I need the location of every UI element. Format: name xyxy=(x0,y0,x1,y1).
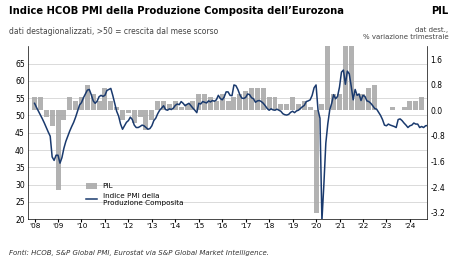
Bar xyxy=(360,94,364,110)
Text: dati destagionalizzati, >50 = crescita dal mese scorso: dati destagionalizzati, >50 = crescita d… xyxy=(9,27,218,36)
Bar xyxy=(143,110,148,129)
Bar xyxy=(219,94,224,110)
Bar xyxy=(161,101,166,110)
Bar xyxy=(354,94,359,110)
Bar xyxy=(73,101,78,110)
Bar xyxy=(319,104,324,110)
Bar xyxy=(418,98,423,110)
Bar xyxy=(278,104,283,110)
Bar xyxy=(325,0,330,110)
Bar xyxy=(412,101,417,110)
Bar xyxy=(137,110,142,117)
Bar xyxy=(32,98,37,110)
Bar xyxy=(342,40,347,110)
Bar xyxy=(237,94,242,110)
Bar xyxy=(365,88,370,110)
Bar xyxy=(126,110,131,114)
Bar xyxy=(178,107,183,110)
Bar xyxy=(307,107,312,110)
Bar xyxy=(102,88,107,110)
Bar xyxy=(231,98,236,110)
Bar xyxy=(44,110,49,117)
Bar xyxy=(90,94,95,110)
Bar xyxy=(248,88,253,110)
Bar xyxy=(56,110,61,190)
Bar xyxy=(67,98,72,110)
Bar xyxy=(243,91,248,110)
Bar xyxy=(284,104,289,110)
Bar xyxy=(173,101,178,110)
Bar xyxy=(108,101,113,110)
Bar xyxy=(348,40,353,110)
Bar xyxy=(96,101,101,110)
Legend: PIL, Indice PMI della
Produzione Composita: PIL, Indice PMI della Produzione Composi… xyxy=(83,180,185,209)
Bar xyxy=(401,107,406,110)
Bar xyxy=(167,104,172,110)
Bar xyxy=(190,101,195,110)
Bar xyxy=(266,98,271,110)
Bar xyxy=(213,101,218,110)
Text: PIL: PIL xyxy=(431,6,448,16)
Bar xyxy=(290,98,294,110)
Bar xyxy=(149,110,154,120)
Bar xyxy=(225,101,230,110)
Bar xyxy=(202,94,207,110)
Bar xyxy=(155,101,160,110)
Bar xyxy=(207,98,213,110)
Bar xyxy=(120,110,125,120)
Bar xyxy=(196,94,201,110)
Bar xyxy=(313,110,318,213)
Text: Fonti: HCOB, S&P Global PMI, Eurostat via S&P Global Market Intelligence.: Fonti: HCOB, S&P Global PMI, Eurostat vi… xyxy=(9,250,269,256)
Bar xyxy=(371,85,376,110)
Bar xyxy=(272,98,277,110)
Bar xyxy=(184,104,189,110)
Bar xyxy=(84,85,90,110)
Bar xyxy=(38,98,43,110)
Bar xyxy=(295,104,300,110)
Bar xyxy=(301,101,306,110)
Bar xyxy=(389,107,394,110)
Text: Indice HCOB PMI della Produzione Composita dell’Eurozona: Indice HCOB PMI della Produzione Composi… xyxy=(9,6,343,16)
Bar xyxy=(114,107,119,110)
Bar xyxy=(50,110,55,126)
Bar xyxy=(61,110,66,120)
Bar xyxy=(336,94,341,110)
Bar xyxy=(407,101,411,110)
Bar xyxy=(131,110,136,123)
Bar xyxy=(79,98,84,110)
Bar xyxy=(254,88,259,110)
Bar xyxy=(330,94,336,110)
Text: dat dest.,
% variazione trimestrale: dat dest., % variazione trimestrale xyxy=(362,27,448,40)
Bar xyxy=(260,88,265,110)
